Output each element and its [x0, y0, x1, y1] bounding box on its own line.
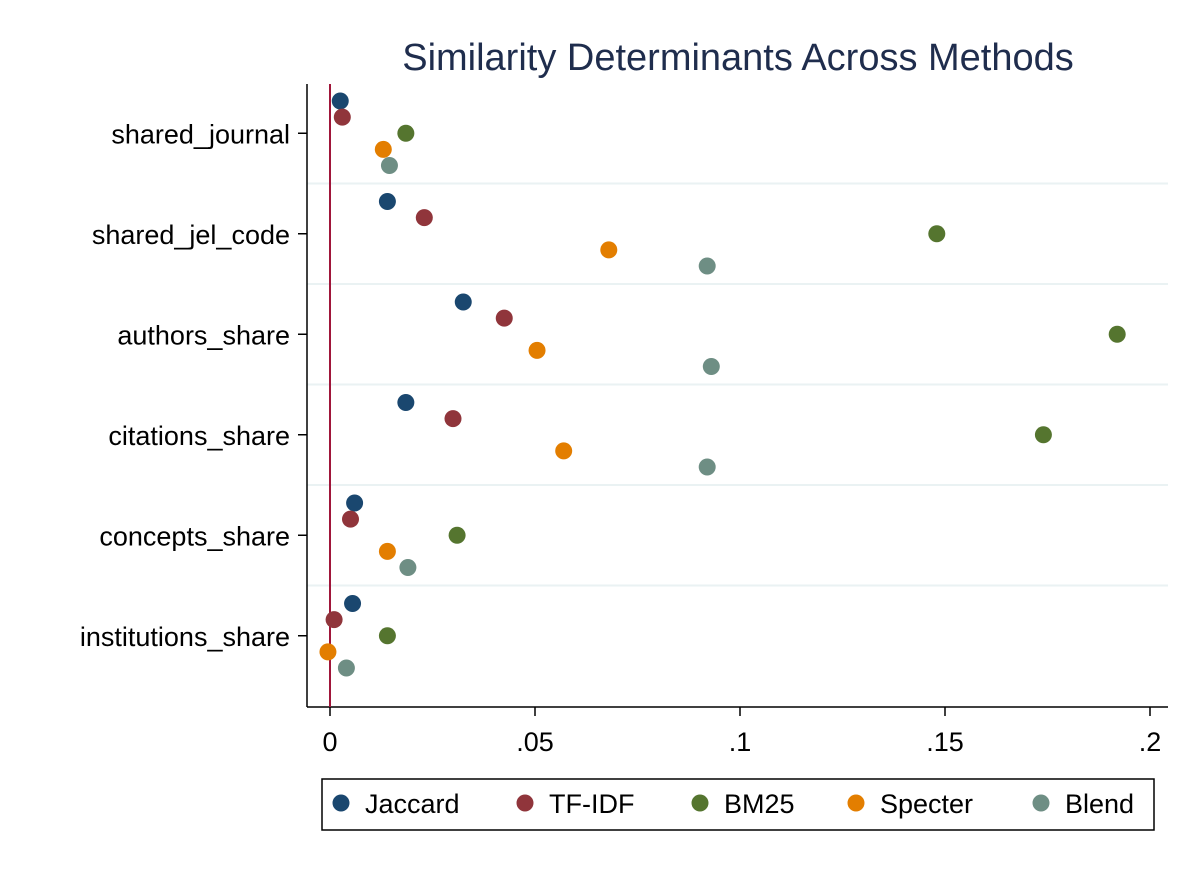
- y-tick-label: shared_journal: [111, 119, 290, 149]
- data-point-bm25: [1108, 325, 1126, 343]
- data-point-bm25: [928, 225, 946, 243]
- data-point-blend: [698, 458, 716, 476]
- x-tick-label: .15: [926, 727, 964, 757]
- legend-label: Blend: [1065, 789, 1134, 819]
- x-tick-label: .1: [729, 727, 752, 757]
- data-point-specter: [374, 140, 392, 158]
- legend-marker: [691, 794, 709, 812]
- data-point-specter: [378, 542, 396, 560]
- data-point-bm25: [1034, 426, 1052, 444]
- data-point-specter: [600, 241, 618, 259]
- x-tick-label: .05: [516, 727, 554, 757]
- data-point-jaccard: [397, 394, 415, 411]
- data-point-tf-idf: [342, 510, 359, 528]
- data-point-bm25: [378, 627, 396, 645]
- legend-marker: [332, 794, 350, 812]
- data-point-jaccard: [378, 193, 396, 210]
- data-point-tf-idf: [415, 209, 433, 227]
- legend: Jaccard TF-IDF BM25 Specter Blend: [321, 778, 1155, 831]
- legend-label: Specter: [880, 789, 973, 819]
- data-point-jaccard: [344, 595, 362, 612]
- data-point-blend: [337, 659, 355, 677]
- y-tick-label: institutions_share: [80, 622, 290, 652]
- data-point-bm25: [397, 124, 415, 142]
- data-point-tf-idf: [333, 108, 351, 126]
- data-point-blend: [698, 257, 716, 275]
- data-point-specter: [528, 341, 546, 359]
- data-point-jaccard: [346, 494, 364, 512]
- legend-label: BM25: [724, 789, 795, 819]
- data-point-tf-idf: [444, 410, 462, 428]
- legend-label: TF-IDF: [549, 789, 634, 819]
- data-point-specter: [319, 643, 337, 661]
- data-point-tf-idf: [495, 309, 513, 327]
- y-tick-label: concepts_share: [99, 521, 290, 551]
- chart-title: Similarity Determinants Across Methods: [402, 37, 1074, 79]
- axes: shared_journal shared_jel_code authors_sha…: [80, 84, 1168, 757]
- y-tick-label: shared_jel_code: [92, 220, 290, 250]
- data-point-jaccard: [454, 293, 472, 311]
- legend-box: [321, 778, 1155, 831]
- data-point-blend: [380, 157, 398, 174]
- legend-marker: [1032, 794, 1050, 812]
- data-point-blend: [702, 358, 720, 375]
- gridlines: [307, 182, 1168, 587]
- x-tick-label: 0: [322, 727, 337, 757]
- data-point-bm25: [448, 526, 466, 544]
- data-points: [319, 92, 1126, 677]
- data-point-jaccard: [331, 92, 349, 110]
- y-tick-label: authors_share: [117, 320, 290, 350]
- y-tick-label: citations_share: [108, 421, 290, 451]
- x-tick-label: .2: [1139, 727, 1162, 757]
- data-point-specter: [555, 442, 573, 460]
- legend-label: Jaccard: [365, 789, 460, 819]
- legend-marker: [516, 794, 534, 812]
- data-point-blend: [399, 559, 417, 576]
- legend-marker: [847, 794, 865, 812]
- data-point-tf-idf: [325, 611, 343, 629]
